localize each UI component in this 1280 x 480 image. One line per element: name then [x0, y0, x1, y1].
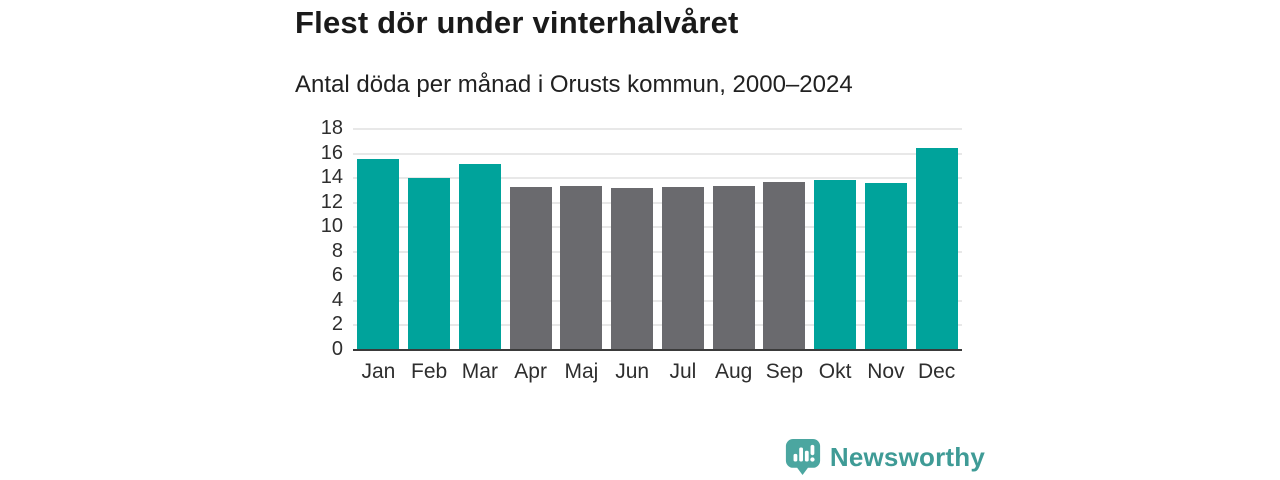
bar-sep — [763, 182, 806, 349]
y-axis: 0 2 4 6 8 10 12 14 16 18 — [295, 117, 353, 360]
y-tick-label: 18 — [320, 117, 343, 139]
bar-slot — [404, 128, 455, 349]
x-tick-label: Feb — [411, 360, 448, 383]
y-tick-label: 4 — [331, 288, 343, 311]
bar-apr — [509, 186, 552, 349]
bar-slot — [759, 128, 810, 349]
x-axis: Jan Feb Mar Apr Maj Jun Jul Aug Sep Okt Nov Dec — [353, 359, 962, 384]
y-tick-label: 6 — [331, 264, 343, 287]
y-tick-label: 12 — [320, 190, 343, 213]
gridline — [353, 201, 962, 204]
chart-title: Flest dör under vinterhalvåret — [295, 5, 739, 40]
gridline — [353, 299, 962, 302]
y-tick-label: 8 — [331, 239, 343, 262]
x-tick-label: Jan — [361, 360, 396, 383]
bar-jan — [357, 158, 400, 349]
bar-slot — [861, 128, 912, 349]
bar-slot — [455, 128, 506, 349]
gridline — [353, 177, 962, 180]
gridline — [353, 226, 962, 229]
bar-feb — [408, 178, 451, 349]
x-tick-label: Apr — [514, 360, 547, 383]
bar-slot — [556, 128, 607, 349]
gridline — [353, 324, 962, 327]
bar-aug — [712, 185, 755, 349]
bar-slot — [505, 128, 556, 349]
y-tick-label: 2 — [331, 313, 343, 336]
x-tick-label: Dec — [917, 360, 956, 383]
plot-area — [353, 128, 962, 351]
bars — [353, 128, 962, 349]
chart-subtitle: Antal döda per månad i Orusts kommun, 20… — [295, 71, 853, 98]
y-tick-label: 10 — [320, 215, 343, 238]
x-tick-label: Nov — [867, 360, 905, 383]
bar-chart: 0 2 4 6 8 10 12 14 16 18 — [295, 117, 985, 360]
bar-nov — [864, 183, 907, 349]
x-tick-label: Maj — [564, 360, 599, 383]
x-tick-label: Mar — [461, 360, 498, 383]
y-tick-label: 14 — [320, 166, 343, 189]
gridline — [353, 128, 962, 130]
newsworthy-logo-text: Newsworthy — [829, 441, 985, 472]
bar-mar — [458, 163, 501, 349]
bar-okt — [814, 179, 857, 349]
bar-slot — [911, 128, 962, 349]
bar-slot — [708, 128, 759, 349]
newsworthy-logo: Newsworthy — [785, 438, 985, 476]
bar-maj — [560, 185, 603, 349]
bar-jun — [611, 188, 654, 349]
x-tick-label: Sep — [765, 360, 804, 383]
gridline — [353, 152, 962, 155]
y-tick-label: 16 — [320, 141, 343, 164]
bar-slot — [353, 128, 404, 349]
bar-slot — [607, 128, 658, 349]
gridline — [353, 275, 962, 278]
x-tick-label: Aug — [714, 360, 753, 383]
bar-dec — [915, 147, 958, 349]
x-tick-label: Okt — [818, 360, 852, 383]
x-tick-label: Jul — [669, 360, 697, 383]
bar-slot — [810, 128, 861, 349]
chart-figure: Flest dör under vinterhalvåret Antal död… — [295, 0, 985, 384]
newsworthy-logo-icon — [785, 439, 820, 475]
y-tick-label: 0 — [331, 338, 343, 360]
gridline — [353, 250, 962, 253]
bar-slot — [658, 128, 709, 349]
bar-jul — [661, 186, 704, 349]
x-tick-label: Jun — [615, 360, 650, 383]
